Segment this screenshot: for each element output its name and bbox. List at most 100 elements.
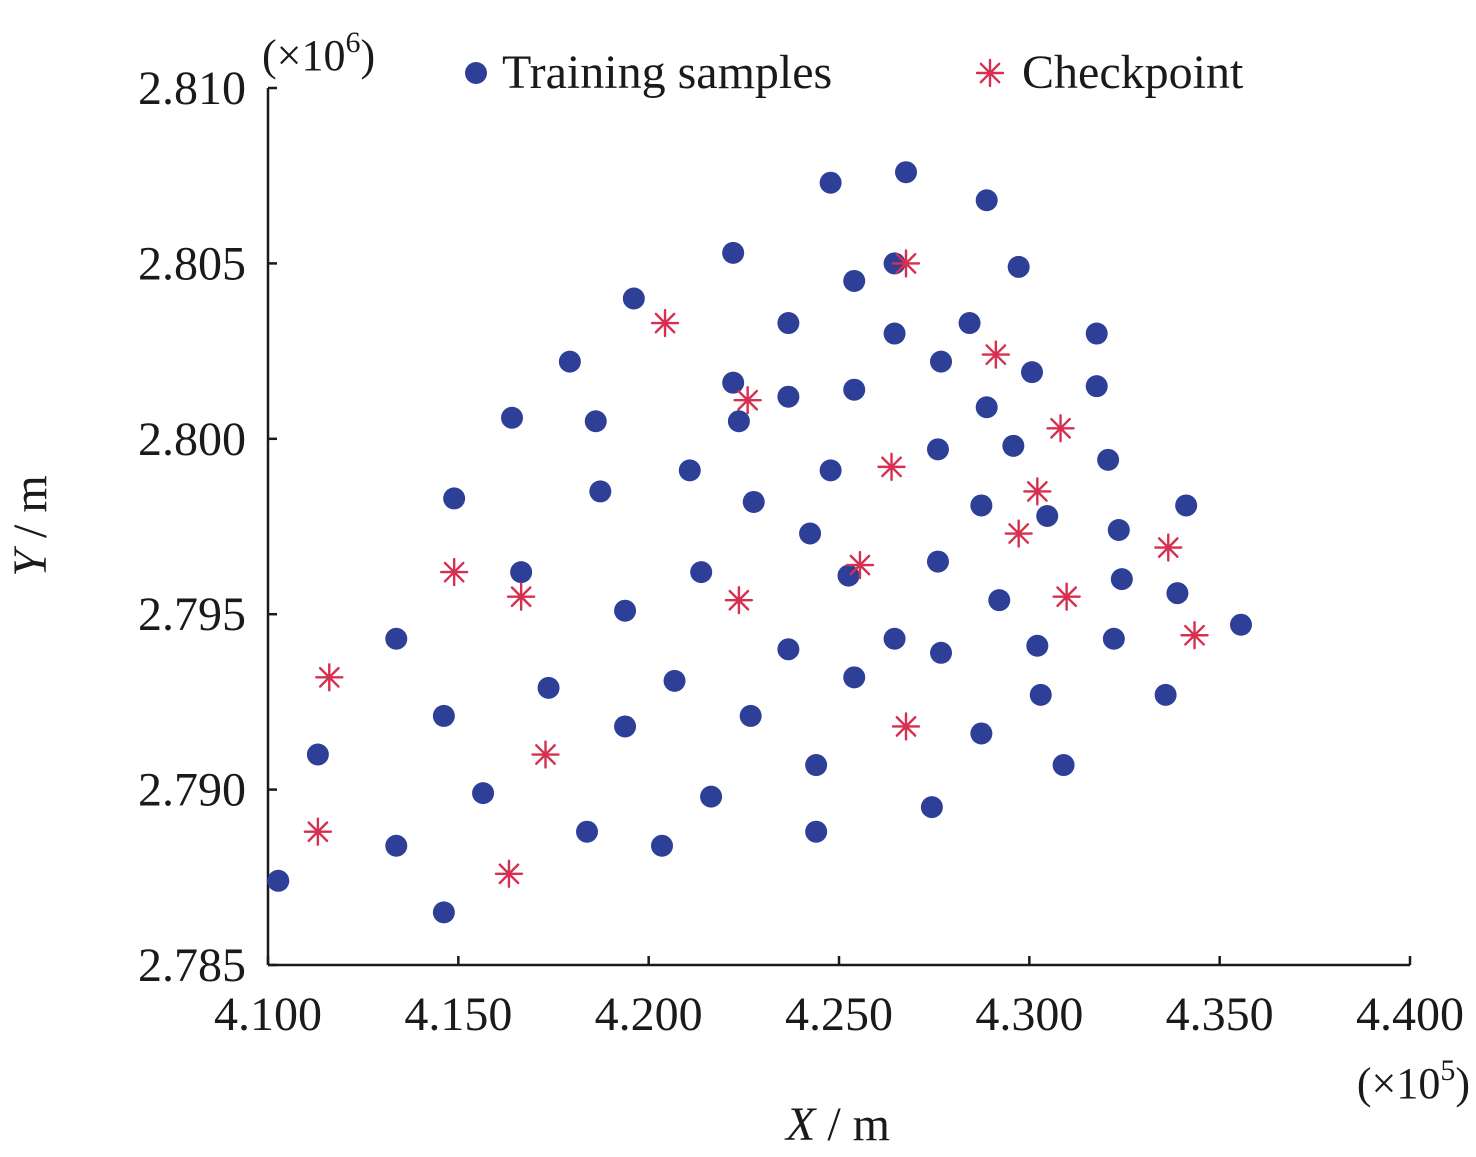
training-sample-point — [1085, 322, 1108, 345]
training-sample-point — [584, 410, 607, 433]
x-tick-label: 4.350 — [1166, 988, 1274, 1041]
training-sample-point — [1036, 504, 1059, 527]
x-ticks: 4.100 4.150 4.200 4.250 4.300 4.350 4.400 — [214, 956, 1464, 1041]
legend-marker-checkpoint — [975, 58, 1005, 88]
y-ticks: 2.785 2.790 2.795 2.800 2.805 2.810 — [138, 62, 277, 992]
training-sample-point — [1029, 683, 1052, 706]
legend-label-checkpoint: Checkpoint — [1022, 46, 1244, 99]
training-sample-point — [988, 589, 1011, 612]
y-axis-multiplier: (×106) — [262, 26, 375, 80]
training-sample-point — [663, 669, 686, 692]
training-sample-point — [1154, 683, 1177, 706]
checkpoint-point — [1154, 533, 1183, 562]
training-sample-point — [1107, 519, 1130, 542]
training-sample-point — [700, 785, 723, 808]
training-sample-point — [1110, 568, 1133, 591]
training-sample-point — [1085, 375, 1108, 398]
training-sample-point — [1052, 754, 1075, 777]
training-sample-point — [819, 171, 842, 194]
training-sample-point — [1020, 361, 1043, 384]
training-sample-point — [722, 241, 745, 264]
training-sample-point — [432, 901, 455, 924]
legend-asterisk — [975, 58, 1005, 88]
training-sample-point — [777, 312, 800, 335]
training-sample-point — [306, 743, 329, 766]
training-sample-point — [819, 459, 842, 482]
training-sample-point — [970, 722, 993, 745]
training-sample-point — [894, 161, 917, 184]
training-sample-point — [432, 704, 455, 727]
checkpoint-point — [733, 386, 762, 415]
training-sample-point — [622, 287, 645, 310]
y-axis-label: Y / m — [4, 475, 57, 576]
training-sample-point — [883, 322, 906, 345]
checkpoint-point — [845, 550, 875, 580]
legend-marker-training-samples — [465, 62, 487, 84]
checkpoint-point — [650, 308, 680, 338]
training-sample-point — [385, 834, 408, 857]
axes: 4.100 4.150 4.200 4.250 4.300 4.350 4.400 2.78… — [138, 62, 1464, 1041]
checkpoint-point — [981, 340, 1011, 369]
x-tick-label: 4.400 — [1356, 988, 1464, 1041]
training-sample-point — [501, 406, 524, 429]
y-tick-label: 2.795 — [138, 588, 246, 641]
training-sample-point — [742, 490, 765, 513]
training-sample-point — [883, 627, 906, 650]
checkpoint-point — [439, 557, 469, 587]
y-tick-label: 2.805 — [138, 237, 246, 290]
training-sample-point — [614, 715, 637, 738]
checkpoint-point — [1004, 519, 1033, 548]
training-sample-point — [267, 869, 290, 892]
y-tick-label: 2.790 — [138, 764, 246, 817]
x-axis-multiplier: (×105) — [1357, 1054, 1470, 1108]
training-sample-point — [510, 561, 533, 584]
x-tick-label: 4.100 — [214, 988, 322, 1041]
y-tick-label: 2.810 — [138, 62, 246, 115]
x-multiplier-close: ) — [1455, 1059, 1470, 1108]
checkpoint-point — [1180, 621, 1209, 650]
checkpoint-point — [315, 663, 344, 692]
checkpoint-point — [1023, 477, 1052, 506]
checkpoint-point — [1046, 414, 1075, 443]
x-axis-label: X / m — [784, 1098, 890, 1151]
x-axis-variable: X — [784, 1098, 817, 1151]
checkpoint-point — [506, 582, 536, 611]
legend: Training samples Checkpoint — [465, 46, 1244, 99]
training-sample-point — [843, 666, 866, 689]
training-sample-point — [739, 704, 762, 727]
y-axis-unit: / m — [4, 475, 57, 550]
x-multiplier-exponent: 5 — [1440, 1054, 1455, 1087]
y-multiplier-exponent: 6 — [345, 26, 360, 59]
training-sample-point — [575, 820, 598, 843]
y-multiplier-base: (×10 — [262, 31, 345, 80]
training-sample-point — [1229, 613, 1252, 636]
training-sample-point — [843, 269, 866, 292]
checkpoint-point — [891, 712, 921, 741]
training-sample-point — [722, 371, 745, 394]
x-tick-label: 4.250 — [785, 988, 893, 1041]
training-sample-point — [1175, 494, 1198, 517]
training-sample-point — [472, 782, 495, 805]
training-sample-point — [777, 638, 800, 661]
checkpoint-point — [891, 249, 921, 278]
training-sample-point — [843, 378, 866, 401]
checkpoint-point — [877, 452, 906, 482]
training-sample-point — [805, 754, 828, 777]
training-sample-point — [930, 641, 953, 664]
training-sample-point — [799, 522, 822, 545]
x-tick-label: 4.200 — [595, 988, 703, 1041]
training-sample-point — [926, 438, 949, 461]
training-sample-point — [650, 834, 673, 857]
training-sample-point — [443, 487, 466, 510]
checkpoint-point — [724, 585, 754, 615]
training-sample-point — [975, 189, 998, 212]
training-sample-point — [614, 599, 637, 622]
training-sample-point — [589, 480, 612, 503]
legend-label-training-samples: Training samples — [502, 46, 832, 99]
training-sample-point — [1097, 448, 1120, 471]
x-axis-unit: / m — [815, 1098, 890, 1151]
training-sample-point — [385, 627, 408, 650]
training-sample-point — [926, 550, 949, 573]
y-axis-variable: Y — [4, 546, 57, 577]
